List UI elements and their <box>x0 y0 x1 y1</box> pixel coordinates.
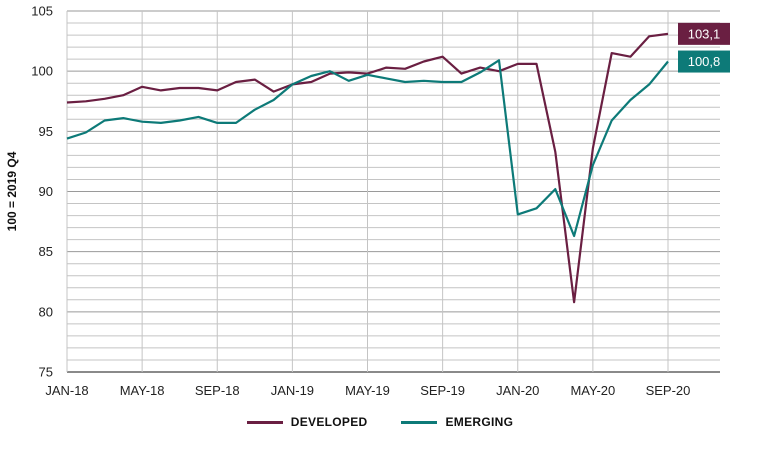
y-tick-label: 95 <box>39 124 53 139</box>
end-label-box-developed <box>678 22 730 45</box>
legend-item-emerging: EMERGING <box>401 415 513 429</box>
end-label-box-emerging <box>678 50 730 73</box>
chart-legend: DEVELOPED EMERGING <box>0 415 760 429</box>
y-axis-tick-labels: 75 80 85 90 95 100 105 <box>31 4 53 380</box>
x-tick-label: JAN-18 <box>45 383 88 398</box>
series-lines <box>66 32 669 304</box>
chart-gridlines <box>66 10 720 373</box>
x-tick-label: MAY-20 <box>570 383 615 398</box>
legend-swatch-developed <box>246 420 283 424</box>
y-tick-label: 100 <box>31 64 53 79</box>
end-label-developed: 103,1 <box>688 26 721 41</box>
y-tick-label: 85 <box>39 244 53 259</box>
end-label-emerging: 100,8 <box>688 54 721 69</box>
y-axis-label: 100 = 2019 Q4 <box>5 151 19 231</box>
legend-label-developed: DEVELOPED <box>290 415 368 429</box>
series-line-emerging <box>66 59 669 238</box>
y-tick-label: 105 <box>31 4 53 19</box>
x-tick-label: MAY-18 <box>120 383 165 398</box>
series-line-developed <box>66 32 669 304</box>
legend-item-developed: DEVELOPED <box>246 415 368 429</box>
x-tick-label: JAN-20 <box>496 383 539 398</box>
x-tick-label: SEP-19 <box>420 383 465 398</box>
x-tick-label: SEP-18 <box>195 383 240 398</box>
end-value-labels: 103,1 100,8 <box>678 22 730 73</box>
y-tick-label: 90 <box>39 184 53 199</box>
y-tick-label: 75 <box>39 365 53 380</box>
y-tick-label: 80 <box>39 304 53 319</box>
legend-label-emerging: EMERGING <box>445 415 514 429</box>
legend-swatch-emerging <box>401 420 438 424</box>
x-axis-tick-labels: JAN-18 MAY-18 SEP-18 JAN-19 MAY-19 SEP-19 JAN-… <box>45 383 690 398</box>
x-tick-label: SEP-20 <box>646 383 691 398</box>
x-tick-label: JAN-19 <box>271 383 314 398</box>
x-tick-label: MAY-19 <box>345 383 390 398</box>
